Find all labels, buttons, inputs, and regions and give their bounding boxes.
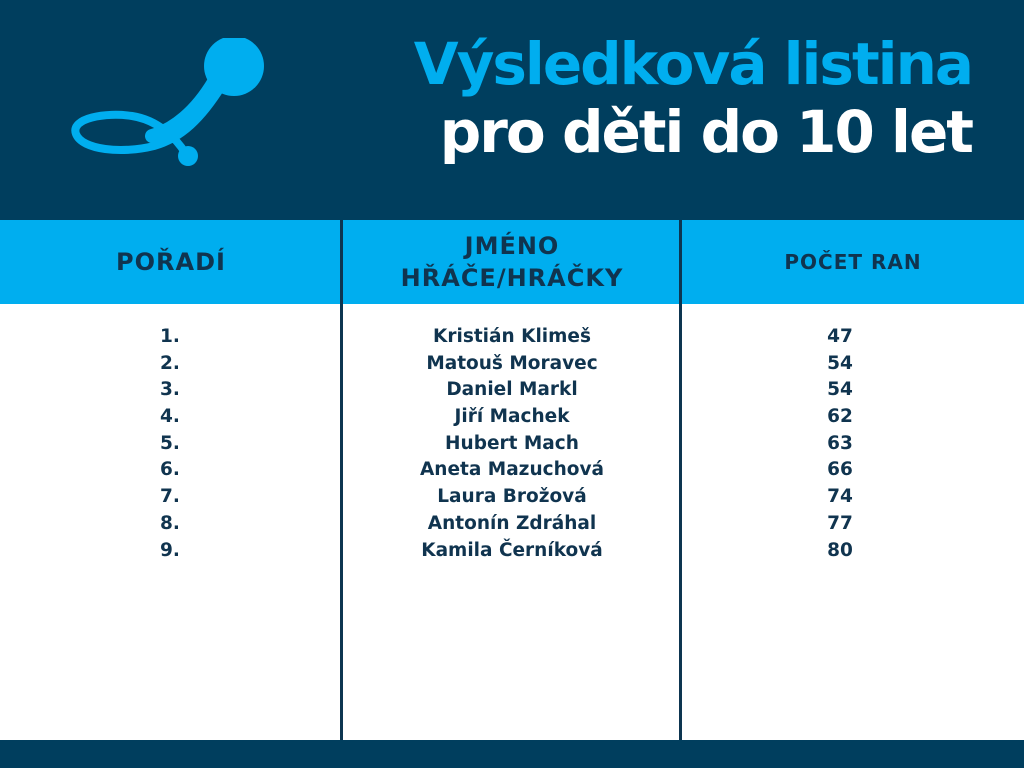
column-divider xyxy=(679,220,682,740)
column-header-shots: POČET RAN xyxy=(682,220,1024,304)
rank-cell: 5. xyxy=(160,432,180,454)
rank-cell: 1. xyxy=(160,326,180,347)
shots-column: 47 54 54 62 63 66 74 77 80 xyxy=(780,324,900,564)
shots-cell: 62 xyxy=(827,406,853,428)
column-header-name: JMÉNO HŘÁČE/HRÁČKY xyxy=(343,220,681,304)
player-name-cell: Hubert Mach xyxy=(445,432,579,454)
golf-club-icon xyxy=(71,38,264,166)
column-header-rank: POŘADÍ xyxy=(0,220,342,304)
shots-cell: 74 xyxy=(827,486,853,508)
footer-bar xyxy=(0,740,1024,768)
player-name-cell: Kristián Klimeš xyxy=(433,326,591,347)
rank-cell: 7. xyxy=(160,486,180,508)
column-header-rank-label: POŘADÍ xyxy=(116,248,226,276)
rank-cell: 8. xyxy=(160,512,180,534)
name-column: Kristián Klimeš Matouš Moravec Daniel Ma… xyxy=(343,324,681,564)
column-header-name-line2: HŘÁČE/HRÁČKY xyxy=(400,264,624,292)
table-header: POŘADÍ JMÉNO HŘÁČE/HRÁČKY POČET RAN xyxy=(0,220,1024,304)
shots-cell: 66 xyxy=(827,459,853,481)
page-title: Výsledková listina xyxy=(413,30,974,98)
column-header-name-line1: JMÉNO xyxy=(464,232,560,260)
column-divider xyxy=(340,220,343,740)
player-name-cell: Jiří Machek xyxy=(454,406,570,428)
player-name-cell: Aneta Mazuchová xyxy=(419,459,605,481)
rank-column: 1. 2. 3. 4. 5. 6. 7. 8. 9. xyxy=(120,324,220,564)
shots-cell: 77 xyxy=(827,512,853,534)
page-subtitle: pro děti do 10 let xyxy=(439,98,974,166)
rank-cell: 2. xyxy=(160,352,180,374)
rank-cell: 3. xyxy=(160,379,180,401)
player-name-cell: Laura Brožová xyxy=(437,486,587,508)
player-name-cell: Kamila Černíková xyxy=(421,539,603,561)
player-name-cell: Matouš Moravec xyxy=(426,352,598,374)
shots-cell: 54 xyxy=(827,352,853,374)
shots-cell: 63 xyxy=(827,432,853,454)
player-name-cell: Antonín Zdráhal xyxy=(427,512,597,534)
rank-cell: 4. xyxy=(160,406,180,428)
header: Výsledková listina pro děti do 10 let xyxy=(0,0,1024,220)
rank-cell: 6. xyxy=(160,459,180,481)
shots-cell: 54 xyxy=(827,379,853,401)
player-name-cell: Daniel Markl xyxy=(446,379,578,401)
shots-cell: 47 xyxy=(827,326,853,347)
column-header-shots-label: POČET RAN xyxy=(784,250,922,274)
shots-cell: 80 xyxy=(827,539,853,561)
rank-cell: 9. xyxy=(160,539,180,561)
